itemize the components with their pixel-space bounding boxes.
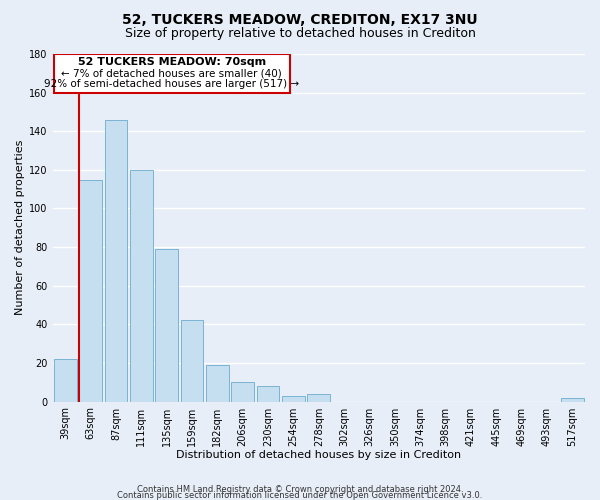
Bar	[282, 396, 305, 402]
Text: Contains public sector information licensed under the Open Government Licence v3: Contains public sector information licen…	[118, 490, 482, 500]
Bar	[130, 170, 152, 402]
Text: Size of property relative to detached houses in Crediton: Size of property relative to detached ho…	[125, 28, 475, 40]
Bar	[104, 120, 127, 402]
Bar	[155, 249, 178, 402]
FancyBboxPatch shape	[54, 54, 290, 92]
X-axis label: Distribution of detached houses by size in Crediton: Distribution of detached houses by size …	[176, 450, 461, 460]
Bar	[181, 320, 203, 402]
Text: 92% of semi-detached houses are larger (517) →: 92% of semi-detached houses are larger (…	[44, 79, 299, 89]
Text: 52, TUCKERS MEADOW, CREDITON, EX17 3NU: 52, TUCKERS MEADOW, CREDITON, EX17 3NU	[122, 12, 478, 26]
Bar	[79, 180, 102, 402]
Text: 52 TUCKERS MEADOW: 70sqm: 52 TUCKERS MEADOW: 70sqm	[77, 57, 266, 67]
Text: ← 7% of detached houses are smaller (40): ← 7% of detached houses are smaller (40)	[61, 68, 282, 78]
Bar	[257, 386, 280, 402]
Text: Contains HM Land Registry data © Crown copyright and database right 2024.: Contains HM Land Registry data © Crown c…	[137, 484, 463, 494]
Bar	[561, 398, 584, 402]
Bar	[54, 359, 77, 402]
Bar	[231, 382, 254, 402]
Bar	[206, 365, 229, 402]
Y-axis label: Number of detached properties: Number of detached properties	[15, 140, 25, 316]
Bar	[307, 394, 330, 402]
